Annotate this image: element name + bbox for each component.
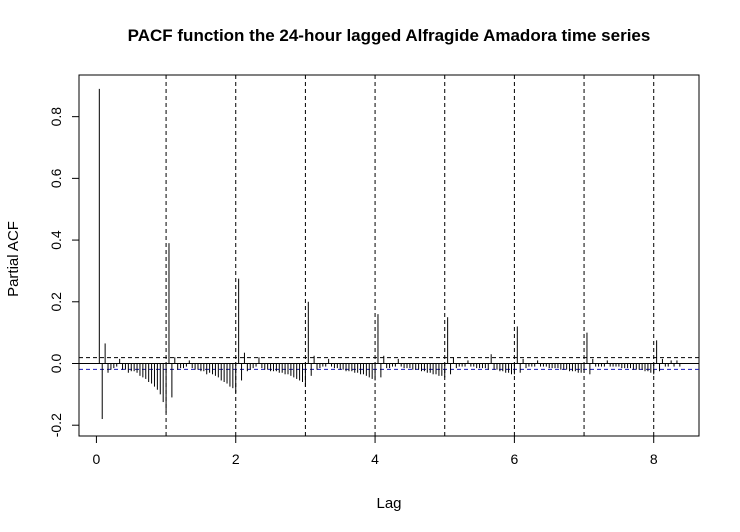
y-tick-label: 0.2 bbox=[48, 292, 64, 312]
y-tick-label: 0.6 bbox=[48, 168, 64, 188]
y-tick-label: -0.2 bbox=[48, 413, 64, 437]
y-tick-label: 0.8 bbox=[48, 107, 64, 127]
y-tick-label: 0.0 bbox=[48, 354, 64, 374]
x-tick-label: 2 bbox=[232, 451, 240, 467]
y-axis-label: Partial ACF bbox=[5, 221, 22, 297]
x-tick-label: 8 bbox=[650, 451, 658, 467]
x-tick-label: 6 bbox=[510, 451, 518, 467]
chart-title: PACF function the 24-hour lagged Alfragi… bbox=[128, 26, 651, 45]
plot-area: 0 2 4 6 8 -0.2 0.0 0.2 0.4 0.6 0.8 bbox=[48, 74, 700, 467]
y-tick-label: 0.4 bbox=[48, 230, 64, 250]
x-tick-label: 4 bbox=[371, 451, 379, 467]
x-tick-label: 0 bbox=[93, 451, 101, 467]
x-axis-label: Lag bbox=[376, 495, 401, 512]
